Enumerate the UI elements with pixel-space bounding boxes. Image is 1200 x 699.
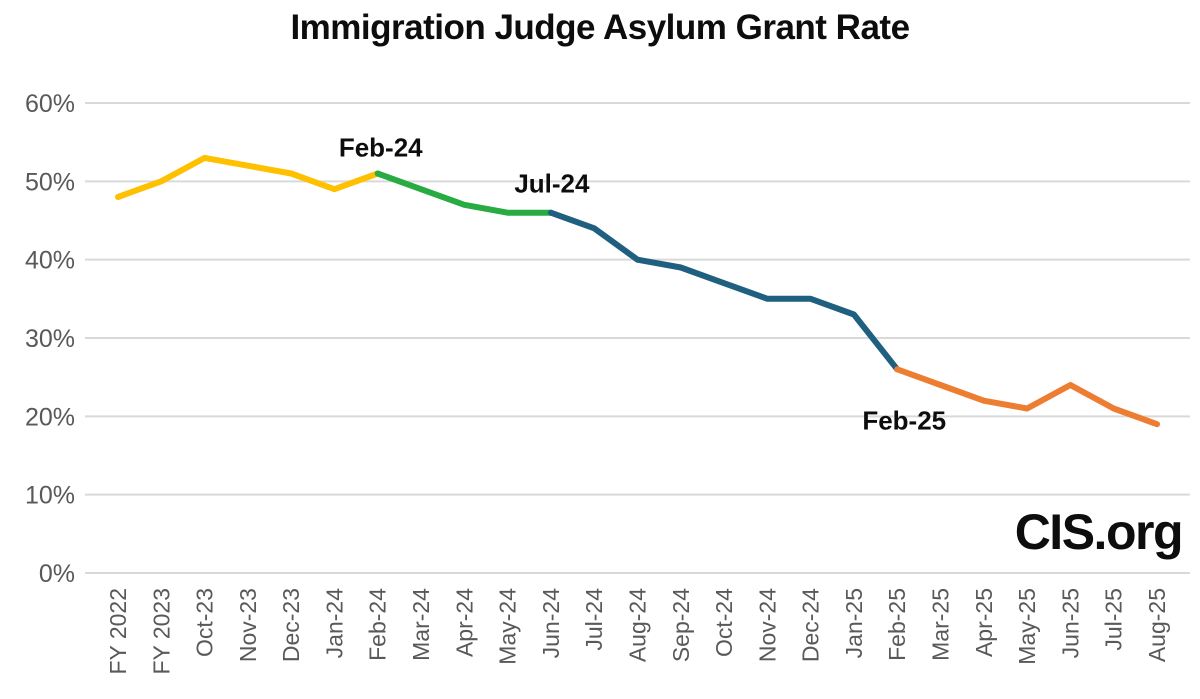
x-axis-tick-label: Aug-25 (1144, 588, 1170, 662)
annotation-feb-25: Feb-25 (862, 405, 946, 435)
y-axis-tick-label: 60% (25, 90, 75, 118)
annotation-feb-24: Feb-24 (339, 133, 423, 163)
y-axis-tick-label: 40% (25, 247, 75, 275)
x-axis-tick-label: Jan-24 (321, 588, 347, 659)
segment-through-feb-24 (115, 154, 381, 200)
x-axis-tick-label: Jun-25 (1057, 588, 1083, 658)
x-axis-tick-label: Oct-24 (711, 588, 737, 657)
y-axis-tick-label: 0% (39, 560, 75, 588)
x-axis-tick-label: Jul-24 (581, 588, 607, 651)
x-axis-tick-label: Apr-25 (971, 588, 997, 657)
chart-title: Immigration Judge Asylum Grant Rate (290, 8, 910, 47)
x-axis-tick-label: Jul-25 (1101, 588, 1127, 651)
y-axis-tick-label: 30% (25, 325, 75, 353)
x-axis-tick-label: Jun-24 (538, 588, 564, 659)
x-axis-tick-label: Dec-23 (278, 588, 304, 662)
x-axis-tick-label: Sep-24 (668, 588, 694, 662)
y-axis-tick-label: 10% (25, 482, 75, 510)
segment-feb-24-to-jun-24 (374, 170, 554, 216)
segment-jun-24-to-feb-25 (547, 209, 901, 373)
x-axis-tick-label: Dec-24 (798, 588, 824, 662)
segment-feb-25-to-aug-25 (894, 366, 1160, 428)
x-axis-tick-label: Mar-24 (408, 588, 434, 661)
x-axis-tick-label: Nov-24 (754, 588, 780, 662)
y-axis-tick-label: 50% (25, 168, 75, 196)
x-axis-tick-label: Jan-25 (841, 588, 867, 658)
x-axis-tick-label: Nov-23 (235, 588, 261, 662)
x-axis-tick-label: Aug-24 (624, 588, 650, 662)
annotation-jul-24: Jul-24 (514, 169, 590, 199)
x-axis-tick-label: FY 2023 (148, 588, 174, 675)
y-axis-tick-label: 20% (25, 403, 75, 431)
x-axis-tick-label: May-24 (495, 588, 521, 665)
x-axis-tick-label: May-25 (1014, 588, 1040, 665)
x-axis-tick-label: Mar-25 (928, 588, 954, 661)
x-axis-tick-label: Oct-23 (192, 588, 218, 657)
cis-org-watermark: CIS.org (1014, 504, 1184, 560)
x-axis-tick-label: Feb-25 (884, 588, 910, 661)
x-axis-tick-label: FY 2022 (105, 588, 131, 675)
x-axis-tick-label: Apr-24 (451, 588, 477, 657)
x-axis-tick-label: Feb-24 (365, 588, 391, 661)
